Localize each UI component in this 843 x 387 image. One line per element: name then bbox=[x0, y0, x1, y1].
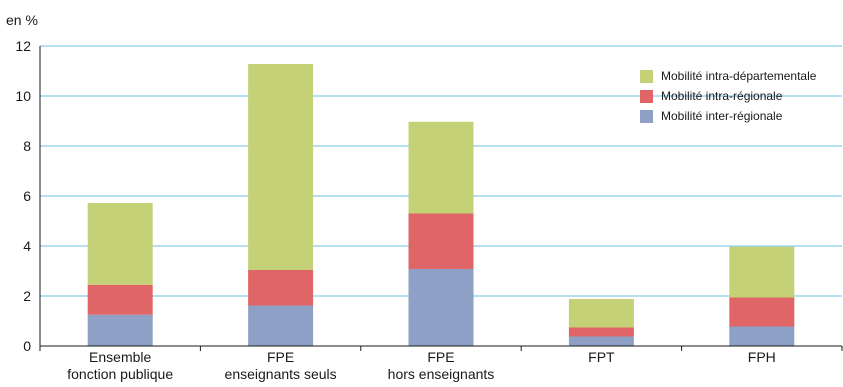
legend-item: Mobilité intra-régionale bbox=[640, 86, 816, 106]
x-tick-label-line: FPH bbox=[747, 349, 776, 365]
bar-segment bbox=[729, 297, 795, 327]
x-tick-label-line: enseignants seuls bbox=[224, 366, 337, 382]
legend-swatch bbox=[640, 89, 653, 103]
bar-segment bbox=[408, 121, 474, 214]
x-tick-label-line: FPT bbox=[588, 349, 615, 365]
x-tick-label: Ensemble fonction publique bbox=[40, 349, 200, 383]
bar-segment bbox=[248, 305, 314, 346]
bar-segment bbox=[568, 327, 634, 337]
legend-label: Mobilité intra-régionale bbox=[661, 89, 783, 103]
bar-segment bbox=[87, 284, 153, 315]
legend-item: Mobilité inter-régionale bbox=[640, 106, 816, 126]
bar-segment bbox=[87, 314, 153, 346]
y-tick-label: 0 bbox=[23, 338, 31, 354]
x-tick-label-line: Ensemble bbox=[89, 349, 152, 365]
x-tick-label-line: FPE bbox=[427, 349, 455, 365]
bar-segment bbox=[408, 269, 474, 346]
bar-segment bbox=[87, 203, 153, 285]
x-tick-label: FPE enseignants seuls bbox=[201, 349, 361, 383]
y-tick-label: 6 bbox=[23, 188, 31, 204]
bar-segment bbox=[248, 64, 314, 270]
legend-label: Mobilité intra-départementale bbox=[661, 69, 817, 83]
y-tick-label: 4 bbox=[23, 238, 31, 254]
legend-swatch bbox=[640, 69, 653, 83]
x-tick-label: FPE hors enseignants bbox=[361, 349, 521, 383]
x-tick-label-line: fonction publique bbox=[67, 366, 174, 382]
bar-segment bbox=[729, 326, 795, 346]
legend-swatch bbox=[640, 109, 653, 123]
y-tick-label: 2 bbox=[23, 288, 31, 304]
y-tick-label: 10 bbox=[15, 88, 31, 104]
legend-label: Mobilité inter-régionale bbox=[661, 109, 783, 123]
y-tick-label: 12 bbox=[15, 38, 31, 54]
y-axis-unit-label: en % bbox=[6, 12, 38, 28]
bar-segment bbox=[248, 270, 314, 306]
y-tick-label: 8 bbox=[23, 138, 31, 154]
x-tick-label-line: hors enseignants bbox=[387, 366, 495, 382]
legend-item: Mobilité intra-départementale bbox=[640, 66, 816, 86]
bar-segment bbox=[408, 213, 474, 269]
bar-segment bbox=[568, 336, 634, 346]
x-tick-label: FPH bbox=[682, 349, 842, 366]
bar-segment bbox=[568, 299, 634, 328]
x-tick-label: FPT bbox=[521, 349, 681, 366]
bar-segment bbox=[729, 246, 795, 298]
x-tick-label-line: FPE bbox=[266, 349, 295, 365]
chart-legend: Mobilité intra-départementale Mobilité in… bbox=[640, 66, 816, 126]
